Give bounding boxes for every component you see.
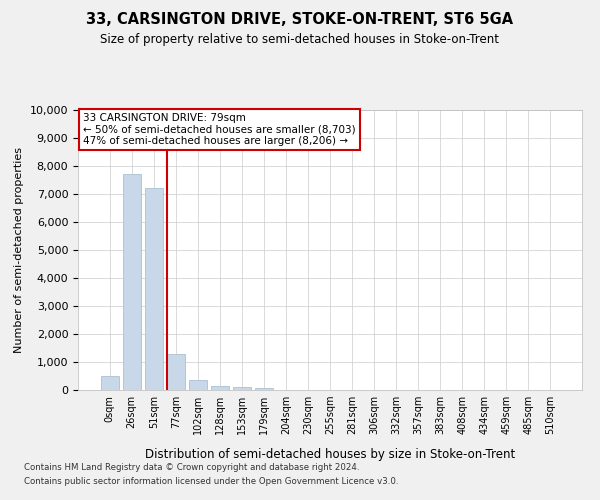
Bar <box>123 174 140 390</box>
Text: 33 CARSINGTON DRIVE: 79sqm
← 50% of semi-detached houses are smaller (8,703)
47%: 33 CARSINGTON DRIVE: 79sqm ← 50% of semi… <box>83 113 356 146</box>
X-axis label: Distribution of semi-detached houses by size in Stoke-on-Trent: Distribution of semi-detached houses by … <box>145 448 515 461</box>
Bar <box>167 354 185 390</box>
Text: Contains public sector information licensed under the Open Government Licence v3: Contains public sector information licen… <box>24 478 398 486</box>
Bar <box>189 380 206 390</box>
Bar <box>255 388 273 390</box>
Bar <box>211 386 229 390</box>
Bar <box>145 188 163 390</box>
Text: Size of property relative to semi-detached houses in Stoke-on-Trent: Size of property relative to semi-detach… <box>101 32 499 46</box>
Text: 33, CARSINGTON DRIVE, STOKE-ON-TRENT, ST6 5GA: 33, CARSINGTON DRIVE, STOKE-ON-TRENT, ST… <box>86 12 514 28</box>
Y-axis label: Number of semi-detached properties: Number of semi-detached properties <box>14 147 24 353</box>
Text: Contains HM Land Registry data © Crown copyright and database right 2024.: Contains HM Land Registry data © Crown c… <box>24 462 359 471</box>
Bar <box>233 387 251 390</box>
Bar <box>101 376 119 390</box>
